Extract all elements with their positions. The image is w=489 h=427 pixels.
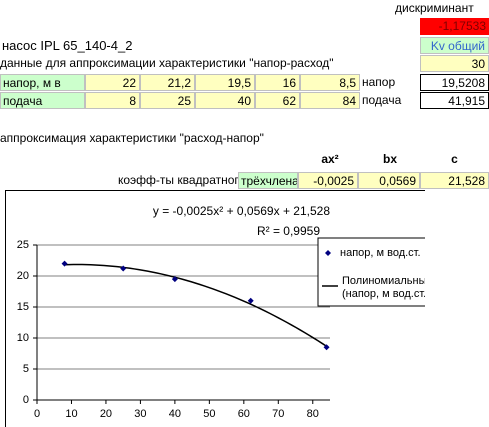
x-tick-label: 0 <box>34 408 40 420</box>
x-tick-label: 40 <box>169 408 181 420</box>
point <box>120 265 127 272</box>
point <box>61 260 68 267</box>
cell[interactable]: 21,528 <box>420 172 489 189</box>
cell[interactable]: подача <box>0 92 85 109</box>
cell[interactable]: насос IPL 65_140-4_2 <box>0 37 180 54</box>
cell[interactable]: 19,5 <box>195 74 255 91</box>
cell[interactable]: 22 <box>85 74 140 91</box>
cell[interactable]: -1,17533 <box>420 18 489 35</box>
point <box>171 276 178 283</box>
cell: c <box>451 152 458 166</box>
cell: аппроксимация характеристики "расход-нап… <box>0 131 264 145</box>
cell: дискриминант <box>395 1 474 15</box>
equation: y = -0,0025x² + 0,0569x + 21,528 <box>153 204 330 218</box>
chart-border <box>5 190 425 427</box>
cell[interactable]: 62 <box>255 92 300 109</box>
cell: bx <box>382 152 397 166</box>
cell: подача <box>362 93 402 107</box>
legend-label: напор, м вод.ст. <box>340 247 421 259</box>
legend-marker <box>325 250 331 256</box>
y-tick-label: 0 <box>23 394 29 406</box>
x-tick-label: 30 <box>134 408 146 420</box>
cell: напор <box>362 75 396 89</box>
y-tick-label: 5 <box>23 363 29 375</box>
cell[interactable]: Kv общий <box>420 37 489 54</box>
legend-label: (напор, м вод.ст. <box>342 288 425 300</box>
cell[interactable]: напор, м в <box>0 74 85 91</box>
cell[interactable]: 41,915 <box>420 92 489 109</box>
x-tick-label: 80 <box>307 408 319 420</box>
x-tick-label: 50 <box>203 408 215 420</box>
cell[interactable]: -0,0025 <box>298 172 358 189</box>
point <box>323 344 330 351</box>
cell[interactable]: 84 <box>300 92 360 109</box>
cell[interactable]: 19,5208 <box>420 74 489 91</box>
cell[interactable]: трёхчлена <box>238 172 298 189</box>
cell[interactable]: 30 <box>420 55 489 72</box>
chart[interactable]: 0 5 10 15 20 25 0 10 20 30 40 50 60 70 80 y = -0,0025x²… <box>5 190 425 427</box>
y-tick-label: 25 <box>17 239 29 251</box>
cell: данные для аппроксимации характеристики … <box>0 56 334 70</box>
cell[interactable]: 21,2 <box>140 74 195 91</box>
y-tick-label: 15 <box>17 301 29 313</box>
cell[interactable]: 40 <box>195 92 255 109</box>
trendline <box>64 263 327 347</box>
cell[interactable]: 16 <box>255 74 300 91</box>
cell[interactable]: 25 <box>140 92 195 109</box>
cell: коэфф-ты квадратного <box>118 173 240 187</box>
y-tick-label: 20 <box>17 270 29 282</box>
legend-label: Полиномиальны <box>342 275 425 287</box>
cell[interactable]: 0,0569 <box>358 172 420 189</box>
y-tick-label: 10 <box>17 332 29 344</box>
cell[interactable]: 8,5 <box>300 74 360 91</box>
x-tick-label: 10 <box>65 408 77 420</box>
x-tick-label: 70 <box>272 408 284 420</box>
cell: ax² <box>321 152 339 166</box>
cell[interactable]: 8 <box>85 92 140 109</box>
x-tick-label: 60 <box>238 408 250 420</box>
r-squared: R² = 0,9959 <box>257 224 320 238</box>
point <box>247 297 254 304</box>
legend-box <box>317 237 425 307</box>
x-tick-label: 20 <box>100 408 112 420</box>
